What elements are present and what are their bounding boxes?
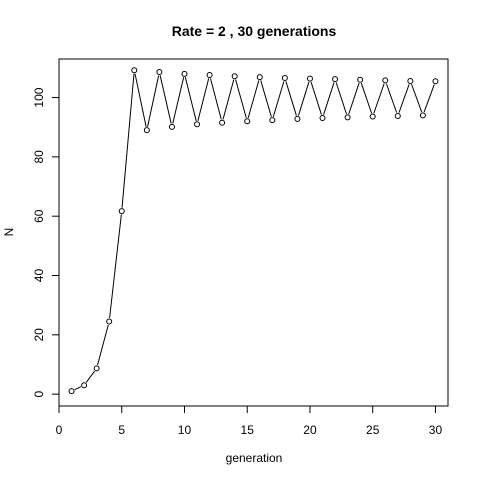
series-line-segment: [209, 78, 222, 120]
series-line-segment: [97, 324, 109, 366]
series-line-segment: [323, 82, 335, 115]
y-axis-label: N: [2, 228, 16, 237]
series-line-segment: [398, 84, 410, 113]
data-point: [219, 119, 226, 126]
data-point: [118, 208, 125, 215]
x-axis: 0 5 10 15 20 25 30: [56, 406, 443, 437]
data-point: [194, 121, 201, 128]
chart-title: Rate = 2 , 30 generations: [172, 23, 337, 39]
series-line-segment: [423, 84, 435, 113]
data-point: [93, 365, 100, 372]
series-line-segment: [222, 79, 235, 120]
series-line-segment: [272, 81, 285, 117]
data-point: [256, 74, 263, 81]
data-point: [143, 127, 150, 134]
series-line-segment: [247, 80, 260, 119]
y-tick-label: 40: [32, 269, 46, 283]
y-tick-label: 60: [32, 209, 46, 223]
series-line-segment: [197, 78, 210, 121]
data-point: [419, 112, 426, 119]
data-point: [407, 77, 414, 84]
data-point: [81, 382, 88, 389]
y-axis: 0 20 40 60 80 100: [32, 87, 59, 397]
y-tick-label: 80: [32, 150, 46, 164]
y-tick-label: 20: [32, 328, 46, 342]
series-line-segment: [348, 82, 360, 115]
x-tick-label: 25: [366, 423, 380, 437]
series-line-segment: [134, 73, 147, 127]
series-group: [68, 67, 439, 395]
series-line-segment: [297, 81, 310, 116]
series-line-segment: [235, 79, 247, 119]
data-point: [382, 77, 389, 84]
series-line-segment: [109, 214, 122, 319]
series-line-segment: [172, 77, 185, 124]
data-point: [281, 74, 288, 81]
data-point: [369, 113, 376, 120]
data-point: [332, 76, 339, 83]
x-tick-label: 0: [56, 423, 63, 437]
data-point: [206, 72, 213, 79]
data-point: [432, 78, 439, 85]
data-point: [68, 388, 75, 395]
series-line-segment: [260, 80, 272, 117]
data-point: [394, 112, 401, 119]
series-line-segment: [184, 77, 197, 121]
data-point: [344, 114, 351, 121]
data-point: [357, 76, 364, 83]
series-line-segment: [385, 83, 398, 113]
y-tick-label: 100: [32, 87, 46, 107]
x-axis-label: generation: [226, 451, 283, 465]
series-line-segment: [411, 84, 423, 113]
series-line-segment: [310, 81, 322, 115]
series-line-segment: [335, 82, 347, 115]
series-line-segment: [121, 73, 135, 208]
x-tick-label: 20: [303, 423, 317, 437]
x-tick-label: 10: [178, 423, 192, 437]
series-line-segment: [159, 75, 172, 124]
data-point: [294, 115, 301, 122]
data-point: [106, 318, 113, 325]
x-tick-label: 30: [429, 423, 443, 437]
data-point: [244, 118, 251, 125]
x-tick-label: 5: [118, 423, 125, 437]
series-line-segment: [373, 83, 385, 114]
series-line-segment: [147, 75, 160, 127]
series-line-segment: [85, 370, 95, 383]
data-point: [156, 69, 163, 76]
data-point: [231, 73, 238, 80]
series-line-segment: [74, 386, 82, 391]
data-point: [168, 123, 175, 130]
series-line-segment: [360, 82, 373, 114]
data-point: [306, 75, 313, 82]
x-tick-label: 15: [241, 423, 255, 437]
y-tick-label: 0: [32, 390, 46, 397]
data-point: [269, 117, 276, 124]
plot-frame: [58, 58, 449, 407]
series-line-segment: [285, 81, 297, 116]
data-point: [319, 115, 326, 122]
data-point: [131, 67, 138, 74]
data-point: [181, 70, 188, 77]
